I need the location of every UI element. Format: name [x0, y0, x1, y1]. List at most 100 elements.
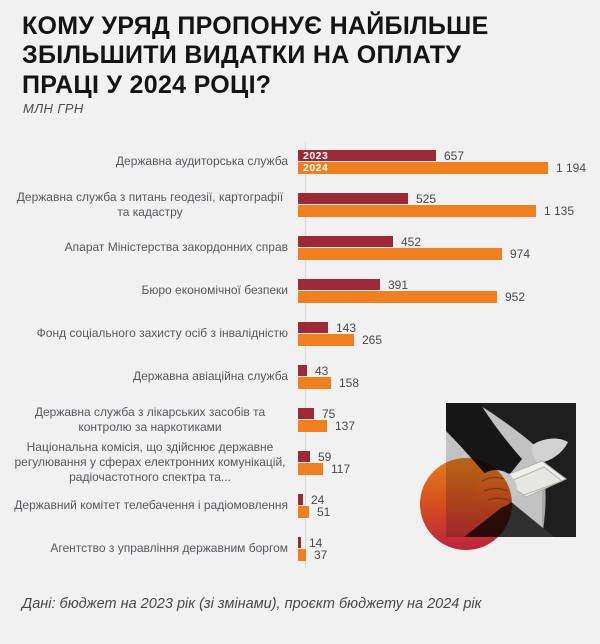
page-title-line-3: ПРАЦІ У 2024 РОЦІ? — [22, 70, 272, 99]
bar-2024 — [298, 462, 323, 475]
category-label-cell: Державна авіаційна служба — [0, 369, 297, 384]
value-label-2023: 43 — [315, 363, 329, 378]
chart-row: Державна служба з питань геодезії, карто… — [0, 183, 600, 226]
bar-line-2023: 14 — [298, 535, 600, 550]
chart-row: Державний комітет телебачення і радіомов… — [0, 484, 600, 527]
bar-2024 — [298, 376, 331, 389]
bars-cell: 24 51 — [297, 492, 600, 519]
bar-2023 — [298, 236, 393, 247]
category-label: Державний комітет телебачення і радіомов… — [14, 498, 288, 513]
page-title: КОМУ УРЯД ПРОПОНУЄ НАЙБІЛЬШЕ ЗБІЛЬШИТИ В… — [22, 12, 588, 100]
bar-line-2024: 974 — [298, 246, 600, 261]
bar-line-2023: 143 — [298, 320, 600, 335]
axis-line — [305, 142, 306, 568]
bars-cell: 43 158 — [297, 363, 600, 390]
value-label-2023: 391 — [388, 277, 409, 292]
bar-line-2023: 2023 657 — [298, 148, 600, 163]
value-label-2024: 117 — [331, 461, 351, 476]
units-label: МЛН ГРН — [23, 101, 84, 116]
value-label-2023: 525 — [416, 191, 437, 206]
value-label-2024: 265 — [362, 332, 383, 347]
category-label-cell: Агентство з управління державним боргом — [0, 541, 297, 556]
bar-2024 — [298, 333, 354, 346]
category-label: Агентство з управління державним боргом — [50, 541, 288, 556]
value-label-2024: 1 194 — [556, 160, 587, 175]
bars-cell: 2023 657 2024 1 194 — [297, 148, 600, 175]
bar-2024 — [298, 247, 502, 260]
value-label-2023: 452 — [401, 234, 422, 249]
bars-cell: 143 265 — [297, 320, 600, 347]
chart-row: Бюро економічної безпеки 391 952 — [0, 269, 600, 312]
bar-line-2024: 158 — [298, 375, 600, 390]
bars-cell: 391 952 — [297, 277, 600, 304]
category-label-cell: Державний комітет телебачення і радіомов… — [0, 498, 297, 513]
category-label-cell: Державна служба з лікарських засобів та … — [0, 405, 297, 435]
chart-row: Агентство з управління державним боргом 1… — [0, 527, 600, 570]
bar-line-2023: 525 — [298, 191, 600, 206]
bar-2024 — [298, 204, 536, 217]
bars-cell: 14 37 — [297, 535, 600, 562]
bar-2023 — [298, 322, 328, 333]
value-label-2024: 974 — [510, 246, 531, 261]
bar-line-2024: 137 — [298, 419, 600, 433]
bar-2024: 2024 — [298, 161, 548, 174]
bar-chart: Державна аудиторська служба 2023 657 2024 1 … — [0, 140, 600, 570]
value-label-2024: 51 — [317, 504, 331, 519]
value-label-2023: 24 — [311, 492, 325, 507]
chart-row: Апарат Міністерства закордонних справ 452… — [0, 226, 600, 269]
bar-2023 — [298, 365, 307, 376]
category-label-cell: Фонд соціального захисту осіб з інвалідн… — [0, 326, 297, 341]
value-label-2023: 143 — [336, 320, 357, 335]
bar-2023 — [298, 537, 301, 548]
bar-2023: 2023 — [298, 150, 436, 162]
value-label-2023: 657 — [444, 148, 465, 163]
category-label-cell: Апарат Міністерства закордонних справ — [0, 240, 297, 255]
accent-circle — [420, 458, 512, 550]
bar-2023 — [298, 408, 314, 419]
category-label-cell: Національна комісія, що здійснює державн… — [0, 440, 297, 485]
bars-cell: 75 137 — [297, 406, 600, 433]
chart-row: Державна аудиторська служба 2023 657 2024 1 … — [0, 140, 600, 183]
category-label: Державна служба з лікарських засобів та … — [34, 404, 266, 434]
value-label-2024: 952 — [505, 289, 526, 304]
category-label: Апарат Міністерства закордонних справ — [64, 240, 288, 255]
bar-line-2023: 24 — [298, 492, 600, 507]
bar-line-2024: 51 — [298, 504, 600, 519]
bar-2024 — [298, 290, 497, 303]
bar-2024 — [298, 548, 306, 561]
value-label-2023: 75 — [322, 406, 336, 421]
bars-cell: 452 974 — [297, 234, 600, 261]
bar-line-2024: 2024 1 194 — [298, 160, 600, 175]
bar-line-2024: 117 — [298, 461, 600, 476]
category-label: Національна комісія, що здійснює державн… — [14, 440, 286, 484]
chart-row: Державна авіаційна служба 43 158 — [0, 355, 600, 398]
series-label-2024: 2024 — [303, 161, 329, 174]
category-label-cell: Бюро економічної безпеки — [0, 283, 297, 298]
bar-line-2023: 391 — [298, 277, 600, 292]
bar-line-2023: 43 — [298, 363, 600, 378]
category-label: Державна служба з питань геодезії, карто… — [16, 189, 284, 219]
value-label-2023: 14 — [309, 535, 323, 550]
bar-2023 — [298, 193, 408, 204]
bar-2023 — [298, 279, 380, 290]
bar-line-2023: 75 — [298, 406, 600, 421]
bar-line-2024: 37 — [298, 547, 600, 562]
bar-line-2024: 952 — [298, 289, 600, 304]
value-label-2024: 1 135 — [544, 203, 575, 218]
category-label-cell: Державна служба з питань геодезії, карто… — [0, 190, 297, 220]
bar-2024 — [298, 505, 309, 518]
chart-row: Державна служба з лікарських засобів та … — [0, 398, 600, 441]
category-label-cell: Державна аудиторська служба — [0, 154, 297, 169]
value-label-2024: 158 — [339, 375, 360, 390]
chart-rows: Державна аудиторська служба 2023 657 2024 1 … — [0, 140, 600, 570]
source-note: Дані: бюджет на 2023 рік (зі змінами), п… — [22, 596, 482, 612]
value-label-2024: 37 — [314, 547, 328, 562]
bar-line-2024: 265 — [298, 332, 600, 347]
category-label: Державна аудиторська служба — [115, 154, 288, 169]
bar-line-2024: 1 135 — [298, 203, 600, 218]
value-label-2023: 59 — [318, 449, 332, 464]
page-title-line-1: КОМУ УРЯД ПРОПОНУЄ НАЙБІЛЬШЕ — [22, 12, 489, 40]
bar-line-2023: 59 — [298, 449, 600, 464]
bars-cell: 525 1 135 — [297, 191, 600, 218]
